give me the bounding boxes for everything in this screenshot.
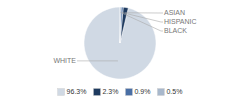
- chart: WHITE ASIAN HISPANIC BLACK 96.3% 2.3% 0.9% 0.5%: [0, 0, 240, 100]
- legend-swatch: [58, 89, 65, 96]
- slice-label: ASIAN: [164, 9, 185, 16]
- legend-item: 2.3%: [93, 88, 118, 95]
- legend-label: 0.5%: [166, 88, 182, 95]
- leader-line: [122, 12, 163, 22]
- leader-line: [77, 60, 118, 61]
- legend: 96.3% 2.3% 0.9% 0.5%: [58, 88, 183, 95]
- leader-line: [120, 12, 163, 31]
- pie-slice: [84, 7, 156, 79]
- legend-swatch: [125, 89, 132, 96]
- legend-swatch: [157, 89, 164, 96]
- legend-swatch: [93, 89, 100, 96]
- legend-label: 0.9%: [134, 88, 150, 95]
- pie: [84, 7, 156, 79]
- slice-label: WHITE: [53, 57, 76, 64]
- legend-item: 0.5%: [157, 88, 182, 95]
- legend-item: 0.9%: [125, 88, 150, 95]
- legend-label: 2.3%: [102, 88, 118, 95]
- leader-line: [125, 12, 163, 13]
- slice-label: HISPANIC: [164, 18, 197, 25]
- slice-labels: WHITE ASIAN HISPANIC BLACK: [53, 9, 196, 64]
- slice-label: BLACK: [164, 27, 187, 34]
- legend-item: 96.3%: [58, 88, 87, 95]
- legend-label: 96.3%: [67, 88, 87, 95]
